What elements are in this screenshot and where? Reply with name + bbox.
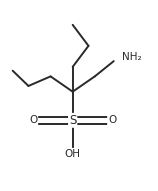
Text: S: S xyxy=(69,114,76,127)
Text: O: O xyxy=(108,115,116,125)
Text: OH: OH xyxy=(65,149,81,159)
Text: O: O xyxy=(29,115,37,125)
Text: NH₂: NH₂ xyxy=(122,52,142,62)
